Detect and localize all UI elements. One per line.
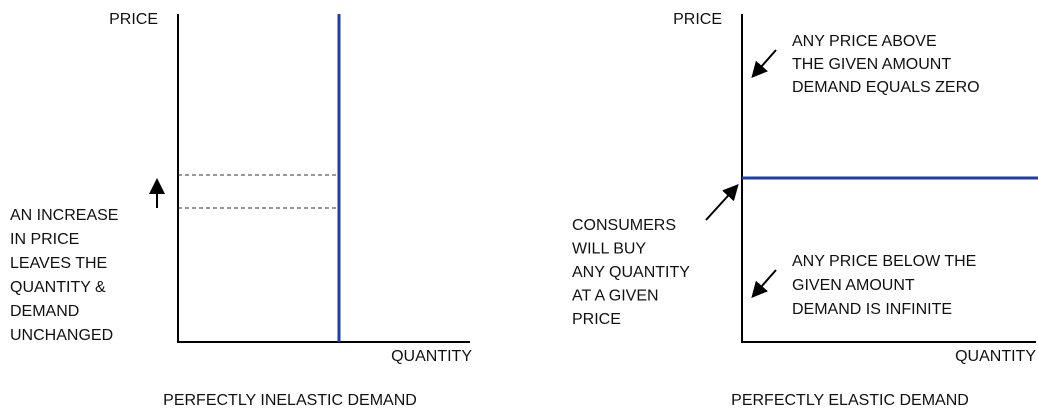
note-line: AN INCREASE: [10, 207, 118, 224]
note: AN INCREASE IN PRICE LEAVES THE QUANTITY & D…: [10, 207, 118, 344]
quantity-label: QUANTITY: [391, 348, 472, 365]
quantity-label: QUANTITY: [955, 348, 1036, 365]
note-line: ANY QUANTITY: [572, 264, 690, 281]
arrow: [751, 49, 777, 79]
note: CONSUMERS WILL BUY ANY QUANTITY AT A GIVEN P…: [572, 217, 690, 328]
arrow: [751, 269, 777, 299]
note-line: PRICE: [572, 311, 621, 328]
note-line: GIVEN AMOUNT: [792, 277, 915, 294]
arrow: [705, 184, 739, 221]
note-line: AT A GIVEN: [572, 288, 659, 305]
note: ANY PRICE ABOVE THE GIVEN AMOUNT DEMAND EQ…: [792, 33, 980, 96]
note-line: DEMAND IS INFINITE: [792, 301, 952, 318]
note-line: THE GIVEN AMOUNT: [792, 56, 951, 73]
price-label: PRICE: [109, 11, 158, 28]
note-line: ANY PRICE BELOW THE: [792, 253, 976, 270]
note: ANY PRICE BELOW THE GIVEN AMOUNT DEMAND IS…: [792, 253, 976, 318]
note-line: ANY PRICE ABOVE: [792, 33, 937, 50]
note-line: IN PRICE: [10, 231, 79, 248]
price-label: PRICE: [673, 11, 722, 28]
note-line: WILL BUY: [572, 241, 646, 258]
note-line: QUANTITY &: [10, 279, 106, 296]
note-line: DEMAND EQUALS ZERO: [792, 79, 980, 96]
note-line: UNCHANGED: [10, 327, 113, 344]
caption: PERFECTLY ELASTIC DEMAND: [731, 392, 969, 409]
note-line: DEMAND: [10, 303, 79, 320]
note-line: LEAVES THE: [10, 255, 107, 272]
caption: PERFECTLY INELASTIC DEMAND: [163, 392, 417, 409]
note-line: CONSUMERS: [572, 217, 676, 234]
